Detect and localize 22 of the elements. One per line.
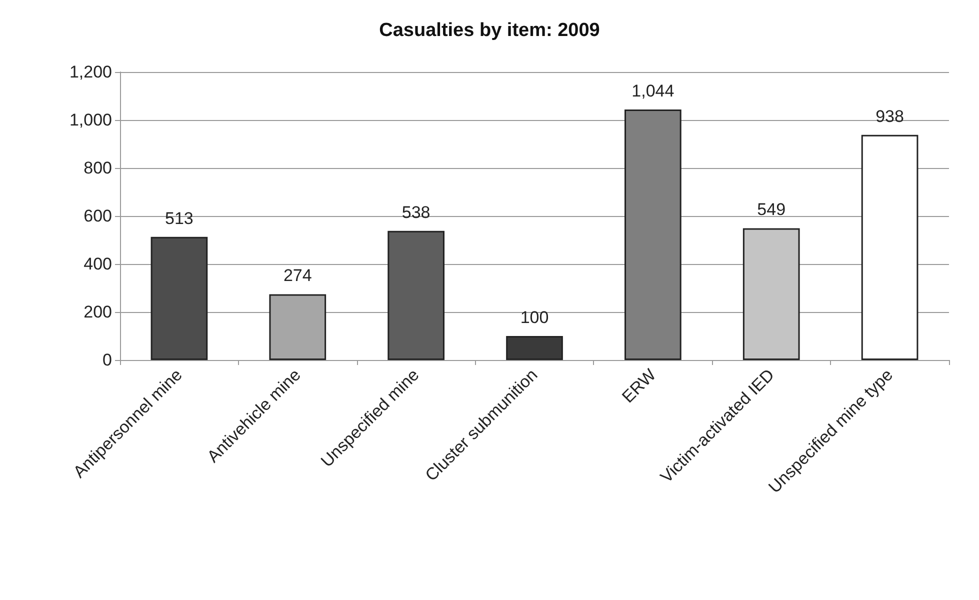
y-tick-label: 0 (102, 350, 112, 370)
y-tick-label: 200 (84, 302, 112, 322)
bar (388, 230, 444, 360)
bar (269, 294, 326, 360)
y-tick-label: 800 (84, 158, 112, 178)
data-label: 1,044 (632, 81, 674, 100)
y-tick-label: 1,200 (69, 62, 112, 82)
data-label: 938 (876, 106, 904, 126)
data-label: 274 (283, 266, 312, 286)
data-label: 538 (402, 202, 430, 222)
chart-title: Casualties by item: 2009 (379, 20, 600, 41)
data-label: 549 (757, 200, 786, 220)
y-tick-label: 400 (84, 254, 112, 274)
data-label: 100 (520, 308, 549, 327)
bar (742, 228, 800, 360)
y-tick-label: 1,000 (69, 110, 112, 130)
data-label: 513 (165, 208, 194, 228)
y-tick-label: 600 (84, 206, 112, 226)
bar (624, 109, 682, 360)
bar (150, 236, 208, 360)
bar (861, 134, 918, 360)
bar (506, 336, 563, 360)
